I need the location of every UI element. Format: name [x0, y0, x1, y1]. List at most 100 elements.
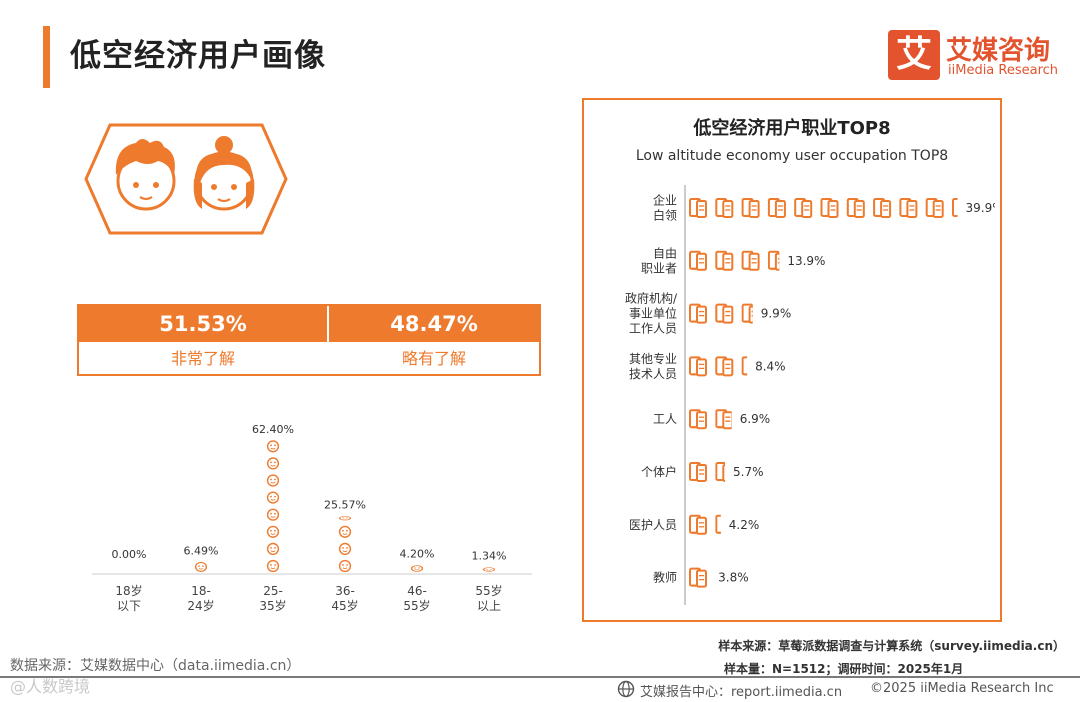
occupation-chart-title: 低空经济用户职业TOP8: [693, 118, 891, 139]
occupation-value-label: 13.9%: [787, 254, 825, 268]
smiley-face-icon: [266, 525, 280, 538]
occupation-value-label: 9.9%: [761, 307, 792, 321]
age-category-label: 24岁: [187, 598, 214, 613]
document-icon: [689, 567, 707, 588]
document-icon: [689, 250, 707, 271]
sample-source-note: 样本来源：草莓派数据调查与计算系统（survey.iimedia.cn）: [718, 639, 1065, 653]
document-icon: [846, 198, 865, 218]
smiley-face-icon: [266, 542, 280, 555]
occupation-bar: 13.9%: [689, 250, 825, 271]
age-category-label: 以下: [117, 599, 141, 613]
document-icon: [715, 514, 721, 534]
document-icon: [873, 198, 892, 218]
document-icon: [715, 303, 734, 324]
age-bar: 25.57%: [324, 498, 366, 573]
awareness-label-very: 非常了解: [170, 349, 235, 368]
smiley-face-icon: [338, 516, 352, 521]
document-icon: [689, 514, 707, 535]
document-icon: [715, 356, 734, 377]
smiley-face-icon: [338, 559, 352, 573]
occupation-chart-subtitle: Low altitude economy user occupation TOP…: [635, 148, 949, 164]
age-value-label: 6.49%: [184, 544, 219, 557]
age-category-label: 36-: [335, 584, 355, 598]
smiley-face-icon: [266, 508, 280, 521]
occupation-category-label: 个体户: [641, 464, 677, 479]
age-category-label: 46-: [407, 584, 427, 598]
report-center-link[interactable]: 艾媒报告中心：report.iimedia.cn: [640, 685, 843, 700]
title-accent-bar: [43, 26, 50, 88]
document-icon: [689, 409, 707, 430]
gender-badge: [84, 123, 288, 235]
age-bar: 0.00%: [112, 548, 147, 561]
awareness-value-somewhat: 48.47%: [390, 312, 478, 336]
occupation-value-label: 8.4%: [755, 359, 786, 373]
male-face-icon: [115, 139, 176, 211]
occupation-bar: 8.4%: [689, 356, 786, 377]
smiley-face-icon: [266, 491, 280, 504]
age-category-label: 55岁: [403, 598, 430, 613]
occupation-category-label: 其他专业: [629, 351, 677, 366]
data-source-note: 数据来源：艾媒数据中心（data.iimedia.cn）: [10, 658, 301, 674]
smiley-face-icon: [266, 457, 280, 470]
age-bar: 4.20%: [400, 548, 435, 572]
awareness-label-somewhat: 略有了解: [401, 349, 466, 368]
age-value-label: 25.57%: [324, 498, 366, 511]
age-category-label: 以上: [477, 599, 501, 613]
occupation-value-label: 6.9%: [740, 412, 771, 426]
page-title: 低空经济用户画像: [70, 38, 326, 74]
occupation-category-label: 事业单位: [629, 306, 677, 321]
logo-text-en: iiMedia Research: [948, 63, 1059, 78]
document-icon: [899, 198, 918, 218]
document-icon: [952, 198, 958, 217]
age-value-label: 1.34%: [472, 550, 507, 563]
document-icon: [767, 198, 786, 218]
female-face-icon: [193, 136, 255, 211]
document-icon: [741, 198, 760, 218]
document-icon: [741, 303, 753, 324]
smiley-face-icon: [266, 474, 280, 487]
document-icon: [689, 462, 707, 482]
occupation-bar: 4.2%: [689, 514, 759, 535]
watermark-text: @人数跨境: [10, 677, 91, 696]
document-icon: [794, 198, 813, 218]
occupation-category-label: 企业: [653, 193, 677, 208]
document-icon: [741, 356, 748, 376]
logo-text-cn: 艾媒咨询: [946, 36, 1051, 66]
document-icon: [689, 356, 707, 377]
age-category-label: 18-: [191, 584, 211, 598]
awareness-divider: [327, 306, 329, 342]
age-bar: 62.40%: [252, 423, 294, 573]
smiley-face-icon: [410, 565, 424, 572]
occupation-category-label: 自由: [653, 246, 677, 260]
document-icon: [820, 198, 839, 218]
smiley-face-icon: [482, 567, 496, 572]
smiley-face-icon: [338, 542, 352, 555]
occupation-category-label: 医护人员: [629, 518, 677, 532]
footer-divider: [0, 676, 1080, 678]
occupation-value-label: 39.9%: [966, 201, 996, 215]
smiley-face-icon: [266, 559, 280, 573]
occupation-category-label: 政府机构/: [625, 291, 678, 306]
age-value-label: 4.20%: [400, 548, 435, 561]
document-icon: [741, 250, 760, 271]
occupation-bar: 3.8%: [689, 567, 749, 588]
document-icon: [689, 303, 707, 324]
document-icon: [715, 462, 726, 482]
occupation-bar: 5.7%: [689, 462, 764, 482]
smiley-face-icon: [266, 440, 280, 453]
awareness-table: 51.53% 48.47% 非常了解 略有了解: [77, 304, 541, 376]
copyright-text: ©2025 iiMedia Research Inc: [870, 681, 1054, 696]
document-icon: [715, 409, 732, 430]
occupation-value-label: 3.8%: [718, 571, 749, 585]
occupation-category-label: 职业者: [641, 261, 677, 275]
document-icon: [767, 250, 780, 271]
document-icon: [715, 250, 734, 271]
age-value-label: 62.40%: [252, 423, 294, 436]
smiley-face-icon: [194, 561, 208, 572]
age-bar: 1.34%: [472, 550, 507, 572]
brand-logo: 艾 艾媒咨询 iiMedia Research: [888, 30, 1060, 82]
sample-size-note: 样本量：N=1512；调研时间：2025年1月: [724, 662, 964, 676]
occupation-bar: 6.9%: [689, 409, 771, 430]
